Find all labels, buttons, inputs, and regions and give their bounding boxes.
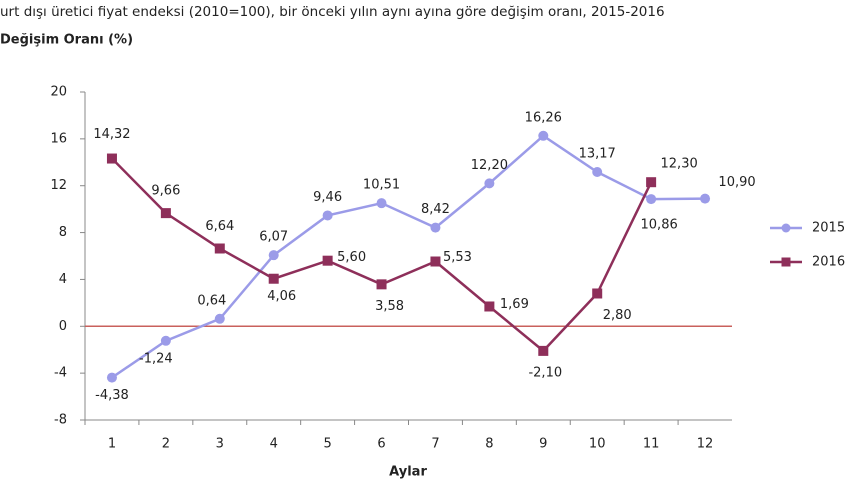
data-label: 6,64	[205, 219, 234, 234]
x-tick-label: 11	[643, 437, 660, 452]
data-label: -4,38	[95, 388, 129, 403]
data-label: 5,60	[337, 250, 366, 265]
point	[592, 288, 603, 299]
point	[484, 301, 495, 312]
point	[538, 345, 549, 356]
point	[268, 273, 279, 284]
point	[106, 372, 117, 383]
data-label: 4,06	[267, 289, 296, 304]
point	[160, 208, 171, 219]
point	[106, 153, 117, 164]
point	[160, 335, 171, 346]
data-label: 14,32	[93, 127, 130, 142]
y-tick-label: 20	[50, 85, 67, 100]
point	[646, 177, 657, 188]
x-tick-label: 2	[162, 437, 170, 452]
x-tick-label: 1	[108, 437, 116, 452]
data-label: 10,86	[641, 218, 678, 233]
data-label: -2,10	[528, 365, 562, 380]
x-tick-label: 10	[589, 437, 606, 452]
data-label: 12,30	[661, 157, 698, 172]
data-label: 5,53	[443, 250, 472, 265]
legend-label: 2015	[812, 221, 845, 236]
point	[646, 194, 657, 205]
data-label: 16,26	[525, 110, 562, 125]
data-label: 8,42	[421, 202, 450, 217]
y-tick-label: -4	[54, 366, 67, 381]
data-label: 9,46	[313, 190, 342, 205]
point	[322, 255, 333, 266]
data-label: 6,07	[259, 230, 288, 245]
data-label: -1,24	[139, 351, 173, 366]
y-tick-label: -8	[54, 413, 67, 428]
point	[592, 167, 603, 178]
point	[322, 210, 333, 221]
x-tick-label: 6	[377, 437, 385, 452]
point	[430, 256, 441, 267]
point	[430, 222, 441, 233]
y-tick-label: 8	[59, 225, 67, 240]
y-tick-label: 0	[59, 319, 67, 334]
x-tick-label: 12	[697, 437, 714, 452]
x-tick-label: 9	[539, 437, 547, 452]
point	[214, 243, 225, 254]
point	[484, 178, 495, 189]
data-label: 10,90	[718, 175, 755, 190]
chart-subtitle: Değişim Oranı (%)	[0, 33, 133, 48]
chart-title: urt dışı üretici fiyat endeksi (2010=100…	[0, 4, 665, 20]
series-line	[111, 134, 706, 379]
y-tick-label: 12	[50, 178, 67, 193]
x-tick-label: 5	[323, 437, 331, 452]
x-tick-label: 7	[431, 437, 439, 452]
x-axis-label: Aylar	[389, 465, 427, 480]
y-tick-label: 4	[59, 272, 67, 287]
point	[376, 279, 387, 290]
legend-marker	[781, 223, 791, 233]
y-tick-label: 16	[50, 131, 67, 146]
x-tick-label: 8	[485, 437, 493, 452]
data-label: 13,17	[579, 147, 616, 162]
data-label: 12,20	[471, 158, 508, 173]
point	[700, 193, 711, 204]
data-label: 9,66	[151, 184, 180, 199]
point	[538, 130, 549, 141]
data-label: 2,80	[603, 308, 632, 323]
point	[268, 250, 279, 261]
point	[214, 313, 225, 324]
legend-label: 2016	[812, 255, 845, 270]
data-label: 1,69	[500, 297, 529, 312]
x-tick-label: 3	[216, 437, 224, 452]
point	[376, 198, 387, 209]
data-label: 0,64	[197, 293, 226, 308]
data-label: 3,58	[375, 299, 404, 314]
data-label: 10,51	[363, 178, 400, 193]
x-tick-label: 4	[270, 437, 278, 452]
legend-marker	[781, 257, 791, 267]
